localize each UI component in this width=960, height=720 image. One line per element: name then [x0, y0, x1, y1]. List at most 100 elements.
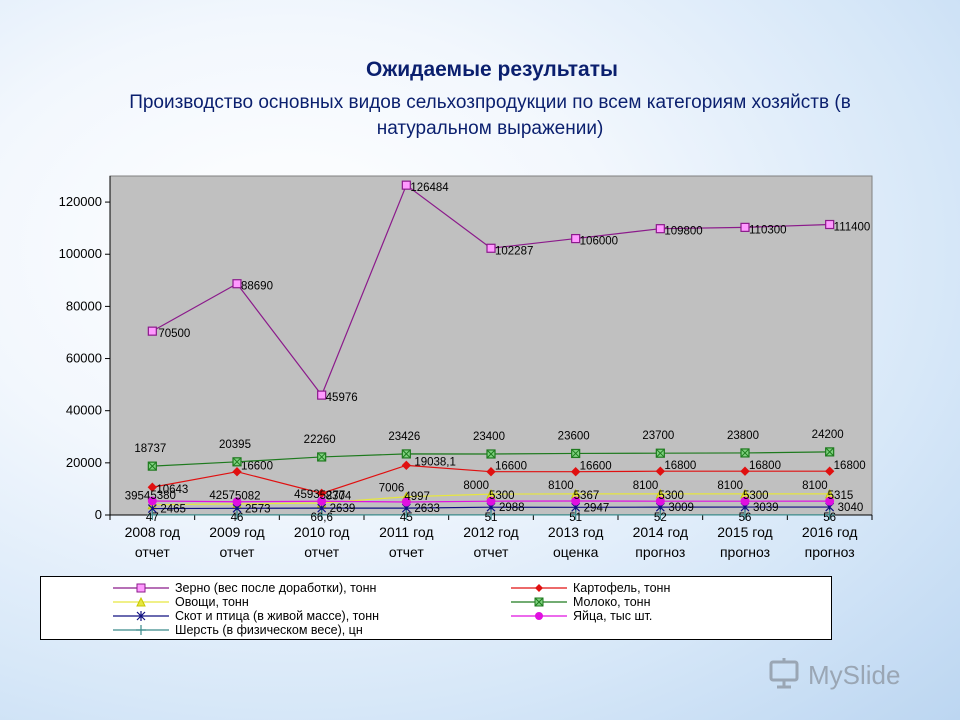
legend-swatch	[511, 612, 567, 620]
data-label: 22260	[304, 434, 336, 446]
x-tick-label: 2010 год	[294, 524, 349, 540]
data-point	[316, 509, 327, 520]
data-point	[825, 496, 835, 506]
data-label: 56	[739, 512, 752, 524]
data-label: 16600	[241, 461, 273, 473]
data-label: 45976	[326, 392, 358, 404]
x-tick-label: 2012 год	[463, 524, 518, 540]
legend-swatch	[511, 597, 567, 607]
data-point	[740, 466, 750, 476]
data-label: 88690	[241, 281, 273, 293]
data-point	[824, 466, 835, 476]
legend-label: Скот и птица (в живой массе), тонн	[175, 609, 380, 623]
data-label: 2633	[414, 503, 440, 515]
data-label: 106000	[580, 236, 618, 248]
data-point	[571, 233, 581, 244]
x-tick-label: прогноз	[720, 544, 770, 560]
data-point	[824, 509, 835, 520]
slide-title: Ожидаемые результаты	[366, 58, 618, 81]
y-tick-label: 40000	[66, 403, 102, 418]
x-tick-label: отчет	[474, 544, 510, 560]
data-label: 23700	[642, 430, 674, 442]
data-label: 16800	[834, 460, 866, 472]
x-tick-label: 2016 год	[802, 524, 857, 540]
data-label: 66,6	[310, 512, 332, 524]
data-point	[570, 467, 581, 477]
slide-subtitle: Производство основных видов сельхозпроду…	[129, 92, 851, 139]
data-point	[232, 467, 242, 477]
data-point	[571, 496, 581, 506]
data-point	[655, 496, 665, 506]
data-label: 16800	[664, 460, 696, 472]
data-point	[740, 509, 750, 520]
data-point	[825, 219, 835, 230]
x-tick-label: отчет	[135, 544, 171, 560]
data-label: 5082	[235, 491, 261, 503]
data-point	[317, 496, 327, 506]
x-tick-label: отчет	[220, 544, 256, 560]
legend-marker	[136, 583, 146, 593]
data-point	[147, 509, 158, 520]
x-tick-label: 2009 год	[209, 524, 264, 540]
y-tick-label: 120000	[59, 194, 102, 209]
data-label: 3040	[838, 502, 864, 514]
data-label: 5300	[658, 490, 684, 502]
legend-marker-x	[534, 597, 544, 607]
data-label: 5300	[743, 490, 769, 502]
data-point	[486, 243, 496, 253]
data-label: 4257	[209, 490, 235, 502]
data-label: 16600	[495, 461, 527, 473]
data-point	[147, 326, 157, 336]
data-point	[655, 466, 666, 476]
logo-text: MySlide	[808, 660, 901, 690]
legend-marker	[535, 612, 543, 620]
y-tick-label: 60000	[66, 351, 102, 366]
data-label: 47	[146, 512, 159, 524]
logo: MySlide	[768, 656, 938, 696]
data-point	[147, 482, 158, 492]
data-label: 16600	[580, 461, 612, 473]
legend-label: Шерсть (в физическом весе), цн	[175, 623, 363, 637]
data-label: 4593	[294, 489, 320, 501]
data-label: 46	[231, 512, 244, 524]
y-tick-label: 0	[95, 507, 102, 522]
data-point	[570, 509, 581, 520]
data-point	[232, 509, 242, 520]
x-tick-label: оценка	[553, 544, 599, 560]
chart-legend: Зерно (вес после доработки), тонн Картофе…	[40, 576, 832, 640]
x-tick-label: прогноз	[635, 544, 685, 560]
data-point	[401, 460, 412, 471]
data-label: 16800	[749, 460, 781, 472]
y-tick-label: 100000	[59, 246, 102, 261]
data-label: 3009	[668, 502, 694, 514]
data-label: 5315	[828, 490, 854, 502]
x-tick-label: 2013 год	[548, 524, 603, 540]
data-label: 2947	[584, 502, 610, 514]
legend-label: Яйца, тыс шт.	[573, 609, 653, 623]
data-point	[317, 390, 327, 400]
data-label: 51	[485, 512, 498, 524]
data-point	[740, 222, 750, 232]
y-tick-label: 20000	[66, 455, 102, 470]
data-label: 70500	[158, 328, 190, 340]
data-label: 8100	[717, 480, 743, 492]
data-label: 18737	[134, 443, 166, 455]
data-point-x	[655, 448, 665, 458]
legend-swatch	[113, 583, 169, 593]
data-label: 111400	[834, 222, 871, 234]
data-point-x	[571, 449, 581, 458]
legend-label: Картофель, тонн	[573, 581, 671, 595]
y-tick-label: 80000	[66, 298, 102, 313]
data-label: 3954	[125, 491, 151, 503]
legend-swatch	[511, 584, 567, 592]
data-point-x	[740, 448, 750, 458]
x-tick-label: отчет	[389, 544, 425, 560]
data-point	[401, 497, 411, 507]
legend-label: Овощи, тонн	[175, 595, 249, 609]
data-label: 51	[569, 512, 582, 524]
data-label: 56	[823, 512, 836, 524]
legend-marker	[535, 584, 543, 592]
data-label: 52	[654, 512, 667, 524]
legend-swatch	[113, 625, 169, 635]
data-label: 5300	[489, 490, 515, 502]
